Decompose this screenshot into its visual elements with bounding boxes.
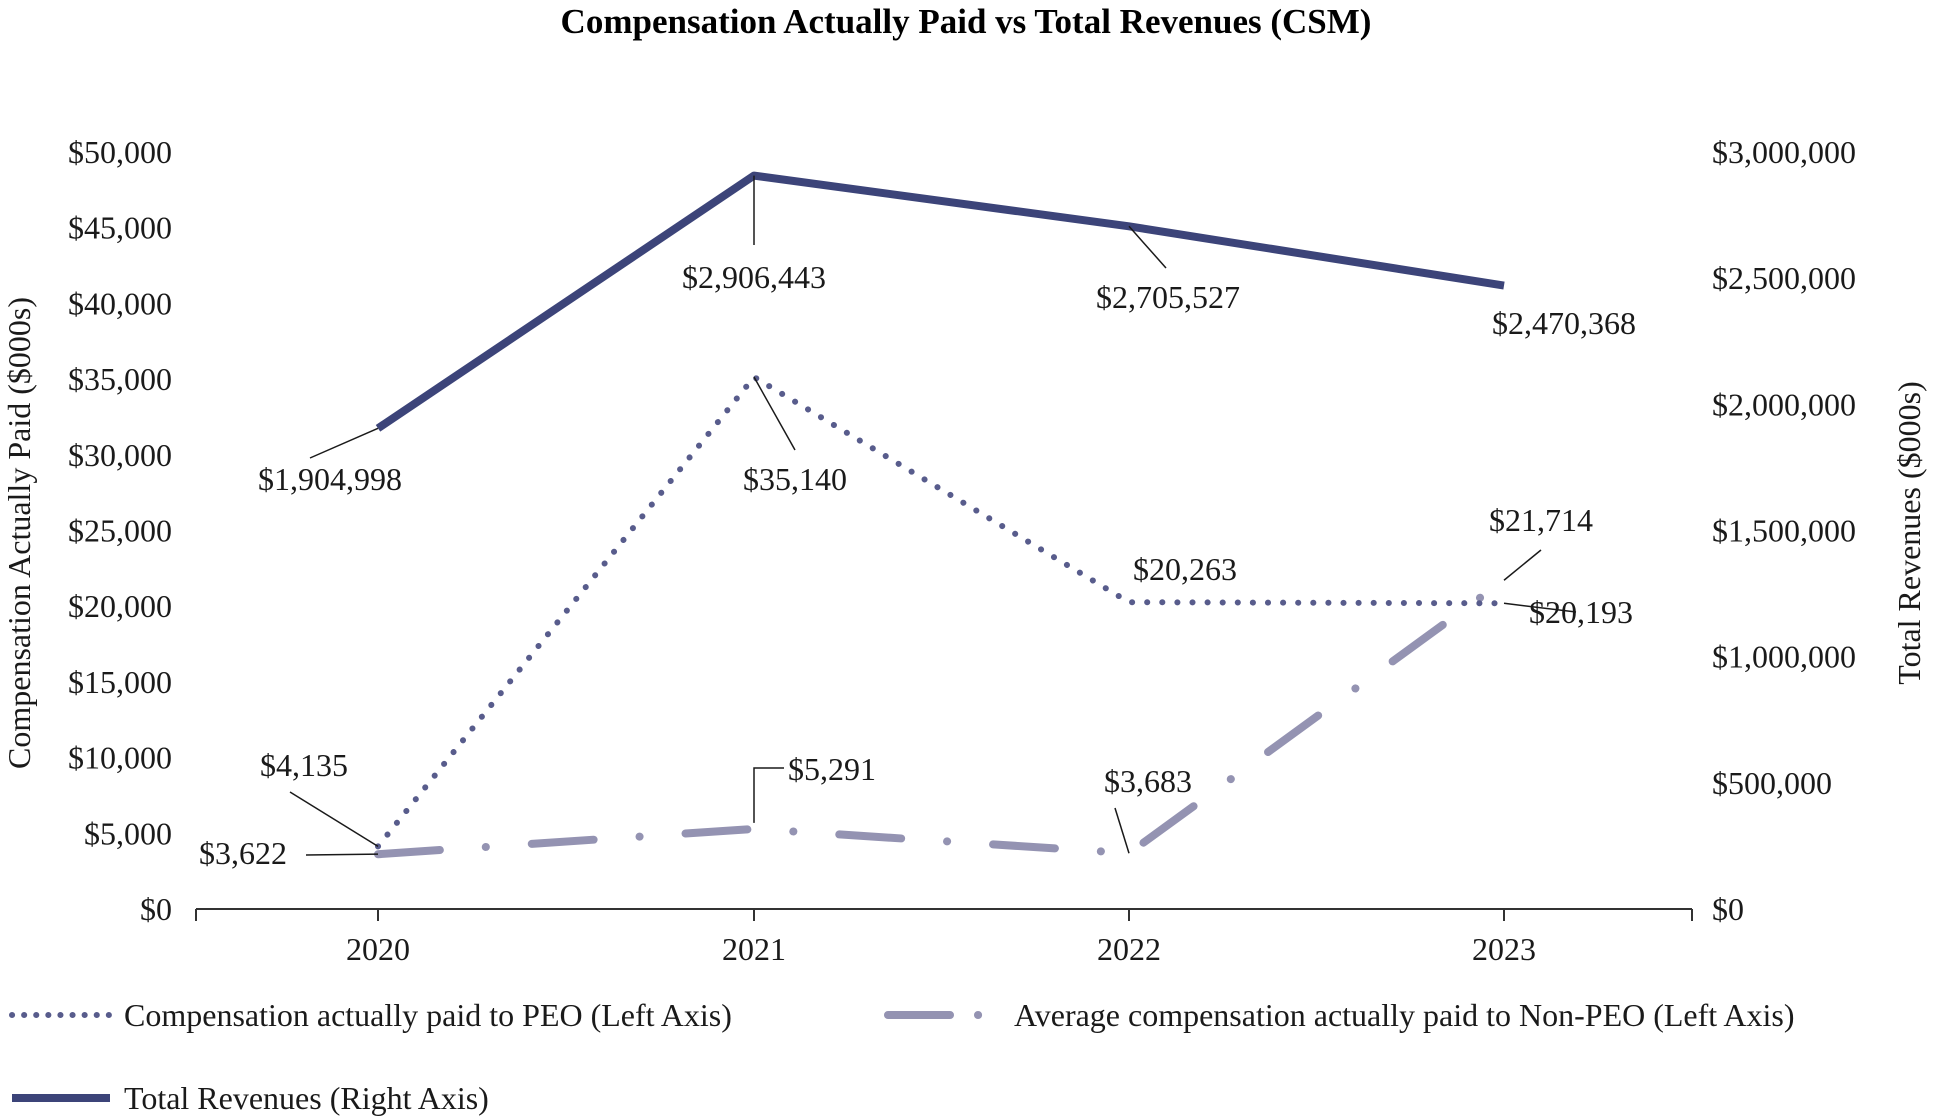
data-label-3-3: $2,705,527 [1096, 279, 1240, 315]
legend-label-1: Compensation actually paid to PEO (Left … [124, 997, 732, 1033]
series-line-3 [375, 171, 1505, 432]
right-tick-label: $1,500,000 [1712, 513, 1856, 549]
right-axis: $0 $500,000 $1,000,000 $1,500,000 $2,000,000… [1712, 134, 1856, 927]
left-tick-label: $35,000 [68, 361, 172, 397]
x-tick-label: 2020 [346, 931, 410, 967]
leader-line [305, 853, 379, 856]
left-axis: $0 $5,000 $10,000 $15,000 $20,000 $25,000 $30,… [68, 134, 172, 927]
data-label-3-2: $2,906,443 [682, 259, 826, 295]
leader-line [1503, 549, 1542, 581]
leader-lines [289, 175, 1577, 856]
x-tick-label: 2023 [1472, 931, 1536, 967]
left-tick-label: $0 [140, 891, 172, 927]
leader-line [1503, 602, 1577, 613]
data-labels: $1,904,998 $2,906,443 $2,705,527 $2,470,368… [199, 259, 1636, 871]
left-tick-label: $45,000 [68, 210, 172, 246]
leader-line [753, 767, 784, 823]
data-label-1-4: $20,193 [1529, 594, 1633, 630]
data-label-2-3: $3,683 [1104, 763, 1192, 799]
leader-line [309, 427, 379, 459]
legend-item-3: Total Revenues (Right Axis) [12, 1080, 489, 1116]
left-axis-title: Compensation Actually Paid ($000s) [1, 297, 37, 769]
left-tick-label: $30,000 [68, 437, 172, 473]
left-tick-label: $15,000 [68, 664, 172, 700]
data-label-1-3: $20,263 [1133, 551, 1237, 587]
right-tick-label: $500,000 [1712, 765, 1832, 801]
left-tick-label: $10,000 [68, 740, 172, 776]
legend-item-1: Compensation actually paid to PEO (Left … [9, 997, 732, 1033]
x-tick-label: 2022 [1097, 931, 1161, 967]
right-tick-label: $1,000,000 [1712, 639, 1856, 675]
right-tick-label: $2,500,000 [1712, 260, 1856, 296]
data-label-3-4: $2,470,368 [1492, 305, 1636, 341]
leader-line [289, 791, 379, 848]
data-label-2-1: $3,622 [199, 835, 287, 871]
chart-title: Compensation Actually Paid vs Total Reve… [561, 2, 1372, 41]
right-tick-label: $3,000,000 [1712, 134, 1856, 170]
right-axis-title: Total Revenues ($000s) [1891, 381, 1927, 684]
leader-line [1114, 807, 1130, 854]
left-tick-label: $40,000 [68, 285, 172, 321]
leader-line [1128, 225, 1167, 269]
left-tick-label: $25,000 [68, 513, 172, 549]
legend-label-3: Total Revenues (Right Axis) [124, 1080, 489, 1116]
right-tick-label: $2,000,000 [1712, 386, 1856, 422]
data-label-3-1: $1,904,998 [258, 461, 402, 497]
legend-item-2: Average compensation actually paid to No… [884, 997, 1795, 1033]
data-label-1-2: $35,140 [743, 461, 847, 497]
data-label-2-2: $5,291 [788, 751, 876, 787]
legend-label-2: Average compensation actually paid to No… [1014, 997, 1795, 1033]
series-line-2 [374, 576, 1508, 859]
leader-line [753, 376, 796, 451]
legend: Compensation actually paid to PEO (Left … [9, 997, 1795, 1116]
series-line-1 [375, 374, 1507, 850]
right-tick-label: $0 [1712, 891, 1744, 927]
series-layer [374, 171, 1508, 859]
left-tick-label: $20,000 [68, 588, 172, 624]
x-axis: 2020 2021 2022 2023 [195, 908, 1693, 967]
data-label-2-4: $21,714 [1489, 502, 1593, 538]
data-label-1-1: $4,135 [260, 747, 348, 783]
x-tick-label: 2021 [722, 931, 786, 967]
left-tick-label: $50,000 [68, 134, 172, 170]
left-tick-label: $5,000 [84, 815, 172, 851]
